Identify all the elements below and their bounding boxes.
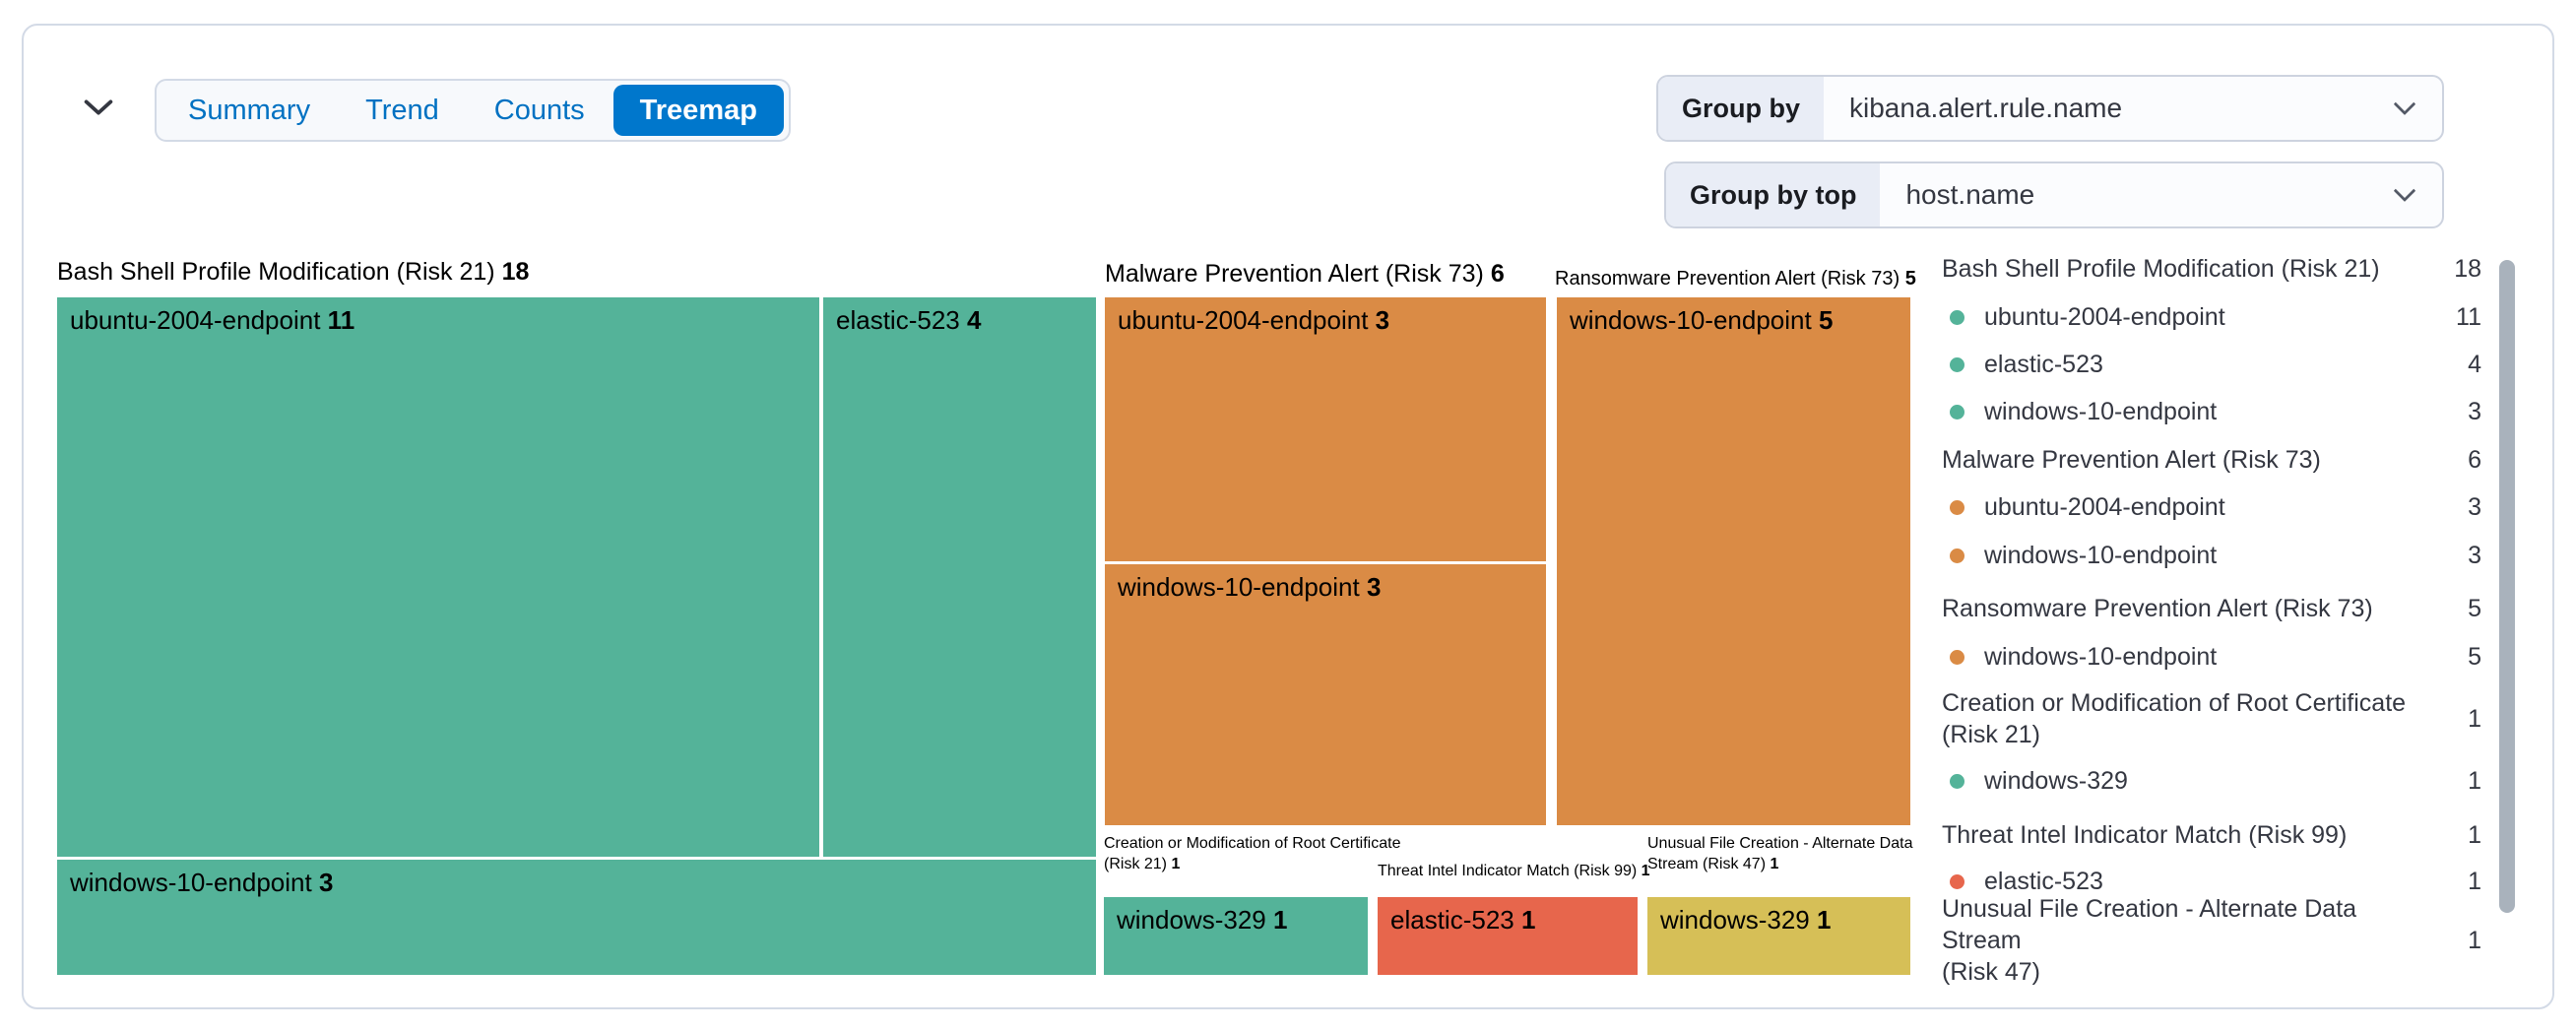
legend-item[interactable]: windows-10-endpoint 3 xyxy=(1942,532,2481,579)
legend-count: 3 xyxy=(2468,541,2481,569)
legend-item[interactable]: ubuntu-2004-endpoint 3 xyxy=(1942,484,2481,531)
legend-label: elastic-523 xyxy=(1984,868,2103,895)
legend-label: Malware Prevention Alert (Risk 73) xyxy=(1942,446,2321,474)
treemap-group-header: Malware Prevention Alert (Risk 73) 6 xyxy=(1105,260,1505,288)
treemap-group-header: Creation or Modification of Root Certifi… xyxy=(1104,835,1401,873)
legend-group-title[interactable]: Bash Shell Profile Modification (Risk 21… xyxy=(1942,245,2481,292)
group-by-top-value: host.name xyxy=(1905,179,2035,210)
view-tab-group: Summary Trend Counts Treemap xyxy=(155,79,791,142)
legend-group-title[interactable]: Ransomware Prevention Alert (Risk 73) 5 xyxy=(1942,585,2481,632)
legend-count: 1 xyxy=(2468,820,2481,849)
legend-scrollbar[interactable] xyxy=(2499,260,2515,913)
tab-summary[interactable]: Summary xyxy=(161,85,337,136)
treemap-tile[interactable]: windows-329 1 xyxy=(1647,897,1910,975)
treemap-group-header: Bash Shell Profile Modification (Risk 21… xyxy=(57,258,530,286)
legend-label: windows-10-endpoint xyxy=(1984,643,2218,671)
treemap-tile[interactable]: elastic-523 1 xyxy=(1378,897,1638,975)
legend-count: 4 xyxy=(2468,350,2481,378)
collapse-panel-button[interactable] xyxy=(73,83,124,134)
legend-label: Ransomware Prevention Alert (Risk 73) xyxy=(1942,595,2373,622)
legend-label: Unusual File Creation - Alternate Data S… xyxy=(1942,895,2357,986)
group-by-value: kibana.alert.rule.name xyxy=(1849,93,2123,123)
legend-color-dot-icon xyxy=(1950,649,1964,665)
treemap-tile[interactable]: ubuntu-2004-endpoint 3 xyxy=(1105,297,1546,561)
legend-count: 5 xyxy=(2468,642,2481,671)
legend-count: 1 xyxy=(2468,766,2481,795)
legend-group-title[interactable]: Creation or Modification of Root Certifi… xyxy=(1942,683,2481,754)
legend-group-title[interactable]: Malware Prevention Alert (Risk 73) 6 xyxy=(1942,436,2481,484)
group-by-label: Group by xyxy=(1658,77,1824,140)
legend-item[interactable]: elastic-523 1 xyxy=(1942,858,2481,905)
legend-label: windows-10-endpoint xyxy=(1984,398,2218,425)
legend-item[interactable]: elastic-523 4 xyxy=(1942,341,2481,388)
legend-label: windows-10-endpoint xyxy=(1984,542,2218,569)
legend-group-title[interactable]: Unusual File Creation - Alternate Data S… xyxy=(1942,895,2481,986)
legend-count: 18 xyxy=(2454,254,2481,283)
treemap-group-header: Threat Intel Indicator Match (Risk 99) 1 xyxy=(1378,863,1650,879)
legend-label: ubuntu-2004-endpoint xyxy=(1984,303,2225,331)
legend-label: Threat Intel Indicator Match (Risk 99) xyxy=(1942,821,2348,849)
legend-color-dot-icon xyxy=(1950,404,1964,419)
legend-count: 6 xyxy=(2468,445,2481,474)
group-by-top-select[interactable]: Group by top host.name xyxy=(1664,161,2444,228)
chevron-down-icon xyxy=(2393,93,2416,116)
legend-count: 3 xyxy=(2468,397,2481,425)
legend-count: 1 xyxy=(2468,926,2481,954)
legend-label: elastic-523 xyxy=(1984,351,2103,378)
legend-color-dot-icon xyxy=(1950,499,1964,515)
group-by-select[interactable]: Group by kibana.alert.rule.name xyxy=(1656,75,2444,142)
legend-count: 1 xyxy=(2468,867,2481,895)
legend-count: 11 xyxy=(2456,302,2481,331)
legend-count: 1 xyxy=(2468,704,2481,733)
legend-label: Creation or Modification of Root Certifi… xyxy=(1942,689,2407,748)
legend-item[interactable]: windows-10-endpoint 5 xyxy=(1942,633,2481,680)
legend-label: windows-329 xyxy=(1984,767,2128,795)
treemap-tile[interactable]: windows-329 1 xyxy=(1104,897,1368,975)
chevron-down-icon xyxy=(83,98,114,119)
treemap-tile[interactable]: windows-10-endpoint 3 xyxy=(57,860,1096,975)
treemap-tile[interactable]: windows-10-endpoint 3 xyxy=(1105,564,1546,825)
legend-item[interactable]: ubuntu-2004-endpoint 11 xyxy=(1942,293,2481,341)
treemap-tile[interactable]: windows-10-endpoint 5 xyxy=(1557,297,1910,825)
legend-color-dot-icon xyxy=(1950,356,1964,372)
legend-color-dot-icon xyxy=(1950,309,1964,325)
chevron-down-icon xyxy=(2393,179,2416,203)
legend-label: ubuntu-2004-endpoint xyxy=(1984,493,2225,521)
legend-item[interactable]: windows-10-endpoint 3 xyxy=(1942,388,2481,435)
legend-color-dot-icon xyxy=(1950,773,1964,789)
treemap-tile[interactable]: elastic-523 4 xyxy=(823,297,1096,857)
treemap-group-header: Unusual File Creation - Alternate Data S… xyxy=(1647,835,1913,873)
treemap-group-header: Ransomware Prevention Alert (Risk 73) 5 xyxy=(1555,268,1916,290)
legend-color-dot-icon xyxy=(1950,873,1964,889)
legend-count: 3 xyxy=(2468,492,2481,521)
tab-treemap[interactable]: Treemap xyxy=(612,85,784,136)
legend-color-dot-icon xyxy=(1950,548,1964,563)
tab-counts[interactable]: Counts xyxy=(468,85,612,136)
tab-trend[interactable]: Trend xyxy=(339,85,466,136)
treemap-tile[interactable]: ubuntu-2004-endpoint 11 xyxy=(57,297,819,857)
legend-label: Bash Shell Profile Modification (Risk 21… xyxy=(1942,255,2380,283)
legend-item[interactable]: windows-329 1 xyxy=(1942,757,2481,805)
legend-group-title[interactable]: Threat Intel Indicator Match (Risk 99) 1 xyxy=(1942,811,2481,859)
legend-count: 5 xyxy=(2468,594,2481,622)
group-by-top-label: Group by top xyxy=(1666,163,1881,226)
